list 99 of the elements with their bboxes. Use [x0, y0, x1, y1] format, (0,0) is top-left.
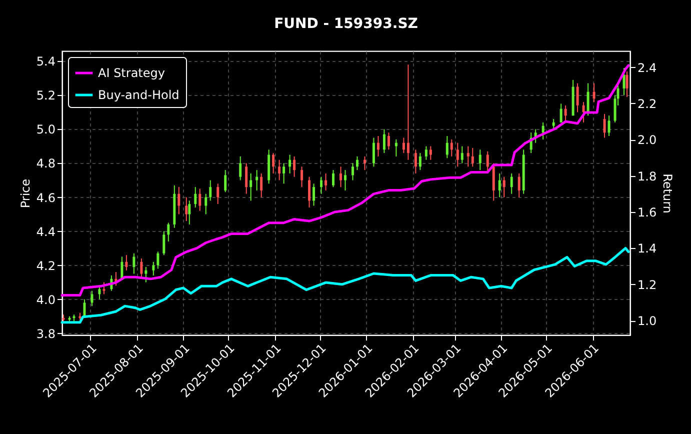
candlestick — [456, 142, 459, 168]
candlestick — [204, 193, 208, 215]
candlestick — [278, 159, 281, 181]
candlestick — [102, 282, 106, 295]
y-tick-label: 4.8 — [36, 156, 56, 171]
line-series — [60, 64, 630, 296]
y-tick-label: 5.2 — [36, 88, 56, 103]
candlestick — [372, 137, 375, 168]
y-tick-label: 4.6 — [36, 190, 56, 205]
candlestick — [152, 261, 155, 276]
line-series — [60, 246, 630, 324]
candlestick — [471, 147, 474, 168]
candlestick — [406, 64, 410, 160]
candlestick — [312, 183, 316, 206]
candlestick — [382, 128, 386, 154]
candlestick — [185, 196, 188, 222]
candlestick — [90, 290, 94, 307]
y2-tick-label: 2.2 — [638, 96, 657, 111]
candlestick — [188, 200, 191, 225]
y-tick-label: 4.4 — [36, 224, 56, 239]
candlestick — [542, 122, 544, 140]
candlestick — [414, 149, 417, 174]
candlestick — [83, 298, 86, 317]
y-tick-label: 3.8 — [36, 326, 56, 341]
candlestick — [582, 102, 585, 123]
candlestick — [324, 172, 328, 191]
candlestick — [387, 132, 390, 150]
candlestick — [282, 162, 286, 184]
candlestick — [402, 137, 405, 154]
candlestick — [502, 176, 506, 198]
candlestick — [351, 162, 354, 181]
y-tick-label: 4.0 — [36, 292, 56, 307]
y-axis-title: Price — [18, 178, 32, 208]
candlestick — [560, 103, 562, 123]
candlestick — [132, 252, 136, 274]
legend-label: AI Strategy — [98, 66, 165, 80]
candlestick — [216, 183, 220, 205]
candlestick — [293, 156, 296, 178]
candlestick — [478, 149, 482, 171]
candlestick — [194, 186, 197, 208]
candlestick — [622, 68, 626, 96]
y-tick-label: 5.4 — [36, 54, 56, 69]
candlestick — [492, 162, 495, 202]
candlestick — [340, 166, 342, 188]
candlestick — [603, 113, 606, 138]
legend-label: Buy-and-Hold — [98, 88, 180, 102]
chart-title: FUND - 159393.SZ — [274, 16, 418, 32]
candlestick — [460, 146, 464, 164]
candlestick — [178, 186, 180, 215]
candlestick — [510, 172, 513, 194]
candlestick — [320, 176, 323, 194]
candlestick — [288, 154, 292, 174]
candlestick — [418, 152, 422, 171]
y2-tick-label: 1.2 — [638, 278, 657, 292]
candlestick — [245, 162, 248, 194]
candlestick — [156, 251, 160, 270]
y-tick-label: 4.2 — [36, 258, 56, 273]
candlestick — [552, 118, 555, 130]
y2-tick-label: 2.0 — [638, 133, 657, 148]
candlestick — [120, 256, 124, 280]
candlestick — [518, 172, 520, 198]
candlestick — [586, 82, 590, 116]
candlestick — [250, 172, 252, 202]
candlestick — [144, 266, 148, 283]
candlestick — [376, 136, 380, 157]
candlestick — [140, 258, 143, 278]
candlestick — [429, 146, 432, 160]
candlestick — [344, 170, 346, 191]
candlestick — [626, 70, 628, 98]
candlestick — [332, 170, 335, 188]
candlestick — [167, 222, 170, 242]
candlestick — [424, 146, 428, 160]
y2-tick-label: 1.0 — [638, 314, 657, 328]
candlestick — [239, 156, 242, 181]
candlestick — [198, 188, 202, 212]
candlestick — [125, 254, 128, 271]
candlestick — [446, 136, 448, 159]
candlestick — [162, 230, 166, 256]
candlestick — [224, 170, 227, 193]
y2-tick-label: 1.4 — [638, 242, 657, 256]
candlestick — [592, 82, 596, 103]
y2-tick-label: 1.6 — [638, 205, 657, 220]
candlestick — [260, 172, 263, 198]
candlestick — [308, 176, 311, 208]
candlestick — [608, 115, 610, 137]
candlestick — [272, 152, 275, 174]
candlestick — [300, 166, 304, 188]
y2-axis-title: Return — [660, 174, 675, 214]
y2-tick-label: 2.4 — [638, 60, 657, 75]
candlestick — [498, 172, 501, 198]
candlestick — [450, 138, 453, 157]
candlestick — [564, 104, 567, 122]
candlestick — [356, 156, 358, 171]
candlestick — [466, 146, 470, 168]
y2-tick-label: 1.8 — [638, 169, 657, 184]
y-tick-label: 5.0 — [36, 122, 56, 137]
candlestick — [98, 285, 101, 300]
candlestick — [576, 82, 579, 113]
candlestick — [209, 180, 212, 202]
